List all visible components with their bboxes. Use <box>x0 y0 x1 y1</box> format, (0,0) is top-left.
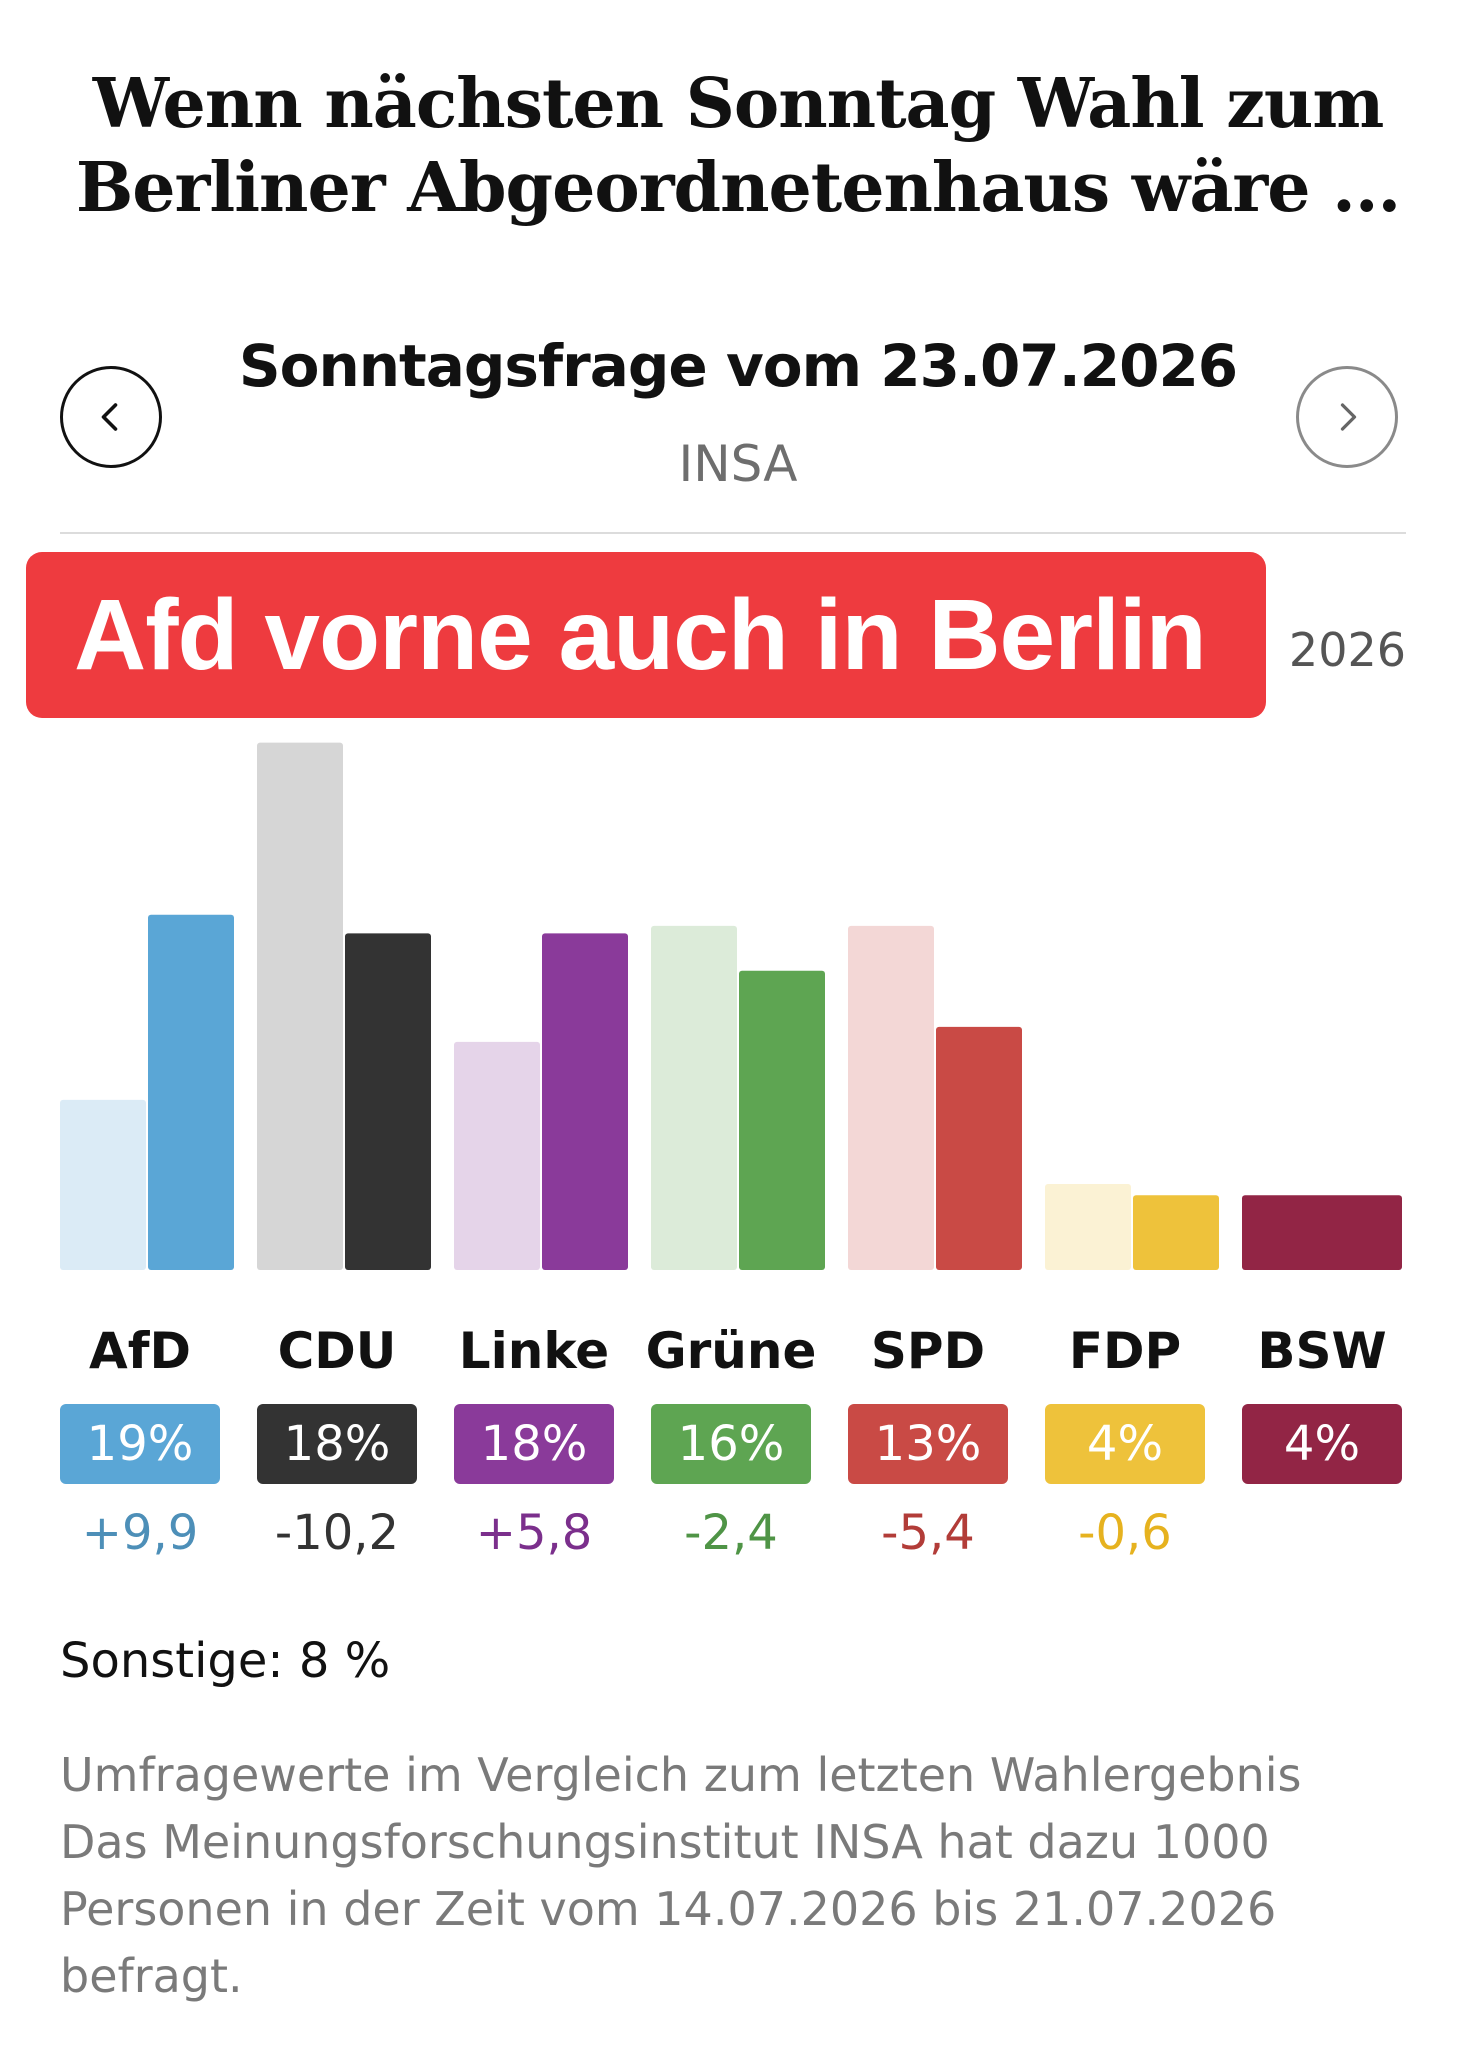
chevron-right-icon <box>1340 403 1357 431</box>
bar-current-afd <box>148 914 234 1270</box>
bar-previous-gruene <box>651 925 737 1270</box>
bar-previous-linke <box>454 1041 540 1270</box>
value-label-bsw: 4% <box>1242 1404 1402 1484</box>
bar-current-cdu <box>345 933 431 1270</box>
previous-poll-button[interactable] <box>60 366 162 468</box>
value-label-spd: 13% <box>848 1404 1008 1484</box>
category-label-fdp: FDP <box>1068 1322 1182 1380</box>
bar-previous-cdu <box>257 742 343 1270</box>
headline: Wenn nächsten Sonntag Wahl zum Berliner … <box>40 62 1436 230</box>
footnote-line-2: Das Meinungsforschungsinstitut INSA hat … <box>60 1815 1270 1869</box>
headline-line-2: Berliner Abgeordnetenhaus wäre ... <box>75 148 1401 228</box>
bar-current-linke <box>542 933 628 1270</box>
bar-previous-afd <box>60 1099 146 1270</box>
poll-bar-chart <box>60 742 1402 1270</box>
bar-current-spd <box>936 1026 1022 1270</box>
value-label-afd: 19% <box>60 1404 220 1484</box>
category-label-spd: SPD <box>870 1322 986 1380</box>
footnote-line-4: befragt. <box>60 1949 243 2003</box>
footnote-line-1: Umfragewerte im Vergleich zum letzten Wa… <box>60 1748 1302 1802</box>
header-divider <box>60 532 1406 534</box>
bar-current-fdp <box>1133 1195 1219 1270</box>
headline-line-1: Wenn nächsten Sonntag Wahl zum <box>92 64 1385 144</box>
bar-current-gruene <box>739 970 825 1270</box>
bar-previous-spd <box>848 925 934 1270</box>
delta-label-fdp: -0,6 <box>1078 1505 1172 1561</box>
footnote-line-3: Personen in der Zeit vom 14.07.2026 bis … <box>60 1882 1277 1936</box>
chevron-left-icon <box>101 403 118 431</box>
category-label-linke: Linke <box>458 1322 610 1380</box>
value-label-cdu: 18% <box>257 1404 417 1484</box>
value-label-fdp: 4% <box>1045 1404 1205 1484</box>
delta-label-cdu: -10,2 <box>274 1505 400 1561</box>
poll-footnote: Umfragewerte im Vergleich zum letzten Wa… <box>60 1742 1430 2010</box>
bar-previous-fdp <box>1045 1183 1131 1270</box>
poll-institute: INSA <box>678 435 798 493</box>
category-label-cdu: CDU <box>277 1322 397 1380</box>
category-label-afd: AfD <box>89 1322 191 1380</box>
delta-label-gruene: -2,4 <box>684 1505 778 1561</box>
value-label-gruene: 16% <box>651 1404 811 1484</box>
poll-title: Sonntagsfrage vom 23.07.2026 <box>238 332 1238 400</box>
value-label-linke: 18% <box>454 1404 614 1484</box>
overlay-caption-banner: Afd vorne auch in Berlin <box>26 552 1266 718</box>
next-poll-button[interactable] <box>1296 366 1398 468</box>
delta-label-spd: -5,4 <box>881 1505 975 1561</box>
legend-year-fragment: 2026 <box>1288 623 1406 677</box>
bar-current-bsw <box>1242 1195 1402 1270</box>
others-share: Sonstige: 8 % <box>60 1633 391 1689</box>
delta-label-linke: +5,8 <box>475 1505 593 1561</box>
category-label-gruene: Grüne <box>645 1322 817 1380</box>
overlay-caption-text: Afd vorne auch in Berlin <box>74 579 1207 691</box>
category-label-bsw: BSW <box>1257 1322 1387 1380</box>
delta-label-afd: +9,9 <box>81 1505 199 1561</box>
